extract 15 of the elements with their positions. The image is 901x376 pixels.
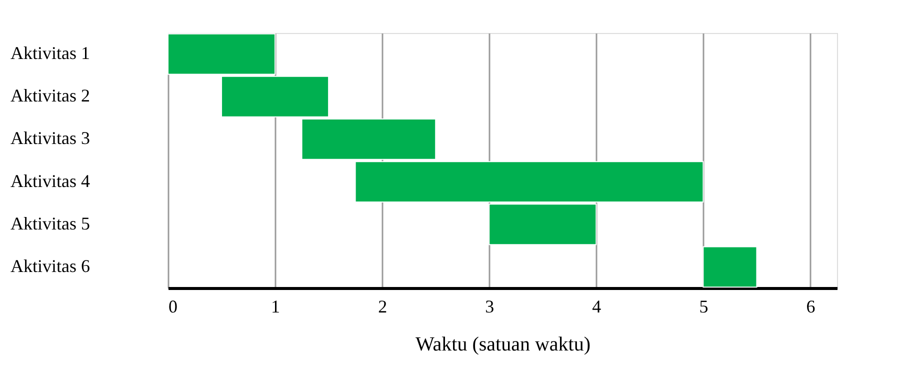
y-tick-label: Aktivitas 3 (10, 128, 90, 148)
y-tick-label: Aktivitas 5 (10, 213, 90, 234)
y-tick-label: Aktivitas 2 (10, 86, 90, 106)
x-tick-label: 1 (271, 296, 280, 316)
x-tick-label: 6 (806, 296, 816, 316)
x-tick-label: 0 (168, 296, 178, 316)
x-tick-label: 5 (699, 296, 708, 316)
y-tick-label: Aktivitas 4 (10, 170, 90, 191)
bar (702, 246, 758, 288)
y-tick-label: Aktivitas 1 (10, 43, 90, 64)
x-tick-label: 2 (378, 296, 388, 316)
x-axis-title: Waktu (satuan waktu) (416, 334, 590, 356)
x-tick-label: 4 (592, 296, 602, 316)
x-tick-label: 3 (485, 296, 494, 316)
y-tick-label: Aktivitas 6 (10, 256, 90, 276)
